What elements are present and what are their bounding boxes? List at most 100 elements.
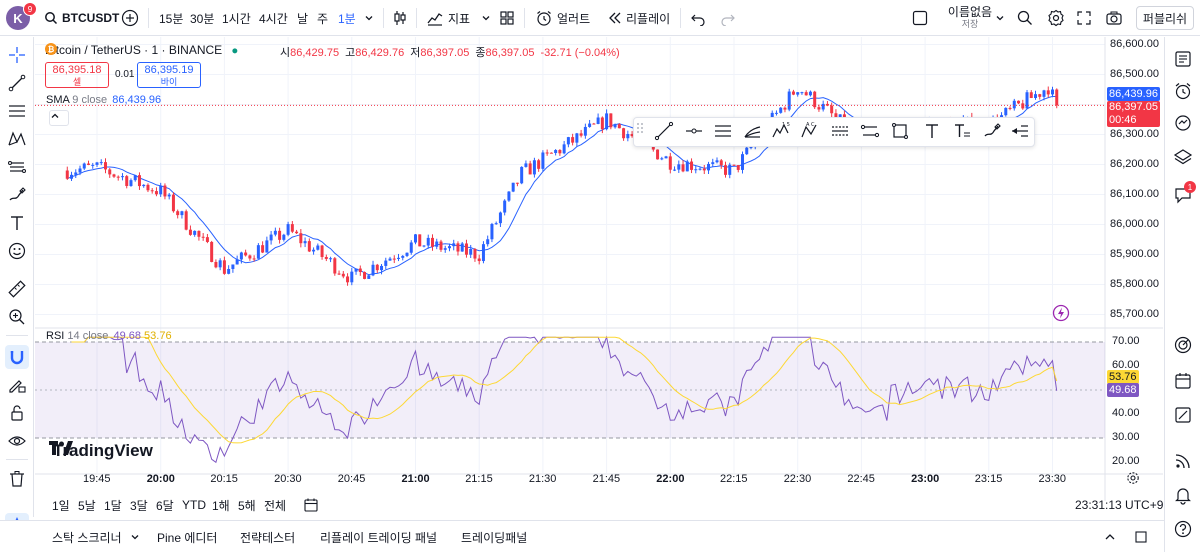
ideas-button[interactable] bbox=[1171, 403, 1195, 427]
range-1m[interactable]: 1달 bbox=[104, 498, 122, 513]
chart-pane[interactable]: ₿ Bitcoin / TetherUS · 1 · BINANCE ● 시86… bbox=[35, 37, 1163, 517]
range-1y[interactable]: 1해 bbox=[212, 498, 230, 513]
lock-tool[interactable] bbox=[5, 401, 29, 425]
draw-abcd-pattern[interactable]: A C bbox=[800, 121, 824, 145]
draw-elliott-wave[interactable]: 1 5 bbox=[771, 121, 795, 145]
settings-button[interactable] bbox=[1047, 0, 1065, 36]
redo-button[interactable] bbox=[720, 0, 736, 36]
measure-tool[interactable] bbox=[5, 277, 29, 301]
range-5y[interactable]: 5해 bbox=[238, 498, 256, 513]
object-tree-button[interactable] bbox=[1171, 145, 1195, 169]
interval-1h[interactable]: 1시간 bbox=[222, 11, 251, 26]
drag-handle[interactable] bbox=[636, 121, 646, 145]
publish-button[interactable]: 퍼블리쉬 bbox=[1136, 6, 1194, 30]
draw-fib-fan[interactable] bbox=[742, 121, 766, 145]
interval-30m[interactable]: 30분 bbox=[190, 11, 215, 26]
tab-screener-dropdown[interactable] bbox=[130, 521, 140, 552]
tab-pine-editor[interactable]: Pine 에디터 bbox=[157, 530, 218, 545]
candle-body bbox=[626, 134, 630, 139]
collapse-legend-button[interactable] bbox=[49, 110, 69, 126]
help-button[interactable] bbox=[1171, 517, 1195, 541]
interval-1m[interactable]: 1분 bbox=[338, 11, 356, 26]
rsi-ma-value: 53.76 bbox=[144, 330, 172, 342]
alert-button[interactable]: 얼러트 bbox=[535, 0, 590, 36]
draw-text[interactable] bbox=[922, 121, 946, 145]
crosshair-tool[interactable] bbox=[5, 43, 29, 67]
trend-line-tool[interactable] bbox=[5, 71, 29, 95]
draw-long-position[interactable] bbox=[830, 121, 854, 145]
sma-legend[interactable]: SMA 9 close 86,439.96 bbox=[46, 94, 162, 106]
text-tool[interactable] bbox=[5, 211, 29, 235]
candle-body bbox=[740, 154, 744, 170]
replay-button[interactable]: 리플레이 bbox=[606, 0, 670, 36]
chart-canvas[interactable] bbox=[35, 37, 1163, 517]
screener-button[interactable] bbox=[1171, 333, 1195, 357]
layout-dropdown[interactable] bbox=[995, 0, 1005, 36]
delete-tool[interactable] bbox=[5, 467, 29, 491]
candle-body bbox=[239, 252, 243, 260]
range-all[interactable]: 전체 bbox=[264, 498, 287, 513]
indicators-button[interactable]: 지표 bbox=[426, 0, 470, 36]
candle-body bbox=[269, 234, 273, 241]
layout-checkbox[interactable] bbox=[912, 0, 928, 36]
streams-button[interactable] bbox=[1171, 449, 1195, 473]
zoom-tool[interactable] bbox=[5, 305, 29, 329]
range-6m[interactable]: 6달 bbox=[156, 498, 174, 513]
interval-week[interactable]: 주 bbox=[317, 11, 329, 26]
interval-4h[interactable]: 4시간 bbox=[259, 11, 288, 26]
sell-button[interactable]: 86,395.18 셀 bbox=[45, 62, 109, 88]
lock-drawings-pen-tool[interactable] bbox=[5, 373, 29, 397]
fib-tool[interactable] bbox=[5, 99, 29, 123]
notifications-button[interactable] bbox=[1171, 483, 1195, 507]
compare-button[interactable] bbox=[121, 0, 139, 36]
utc-clock[interactable]: 23:31:13 UTC+9 bbox=[1075, 498, 1164, 512]
draw-arrow-marker[interactable] bbox=[1010, 121, 1034, 145]
collapse-panel-button[interactable] bbox=[1104, 521, 1116, 552]
chart-type-button[interactable] bbox=[391, 0, 409, 36]
hide-tool[interactable] bbox=[5, 429, 29, 453]
range-ytd[interactable]: YTD bbox=[182, 498, 206, 512]
range-5d[interactable]: 5날 bbox=[78, 498, 96, 513]
maximize-panel-button[interactable] bbox=[1134, 521, 1148, 552]
watchlist-button[interactable] bbox=[1171, 47, 1195, 71]
draw-parallel-channel[interactable] bbox=[713, 121, 737, 145]
buy-button[interactable]: 86,395.19 바이 bbox=[137, 62, 201, 88]
interval-dropdown[interactable] bbox=[364, 0, 374, 36]
brush-tool[interactable] bbox=[5, 183, 29, 207]
layouts-button[interactable] bbox=[499, 0, 515, 36]
forecast-tool[interactable] bbox=[5, 155, 29, 179]
tab-replay-trading[interactable]: 리플레이 트레이딩 패널 bbox=[320, 530, 438, 545]
calendar-button[interactable] bbox=[1171, 369, 1195, 393]
draw-text-note[interactable] bbox=[952, 121, 976, 145]
candle-body bbox=[1038, 94, 1042, 97]
tab-stock-screener[interactable]: 스탁 스크리너 bbox=[52, 530, 122, 545]
rsi-legend[interactable]: RSI 14 close 49.68 53.76 bbox=[46, 330, 172, 342]
goto-date-button[interactable] bbox=[303, 494, 319, 516]
symbol-search[interactable]: BTCUSDT bbox=[44, 0, 119, 36]
rsi-tick-label: 30.00 bbox=[1112, 431, 1140, 443]
tab-strategy-tester[interactable]: 전략테스터 bbox=[240, 530, 296, 545]
indicators-dropdown[interactable] bbox=[481, 0, 491, 36]
quick-search-button[interactable] bbox=[1016, 0, 1034, 36]
fullscreen-button[interactable] bbox=[1076, 0, 1092, 36]
draw-brush[interactable] bbox=[982, 121, 1006, 145]
range-1d[interactable]: 1일 bbox=[52, 498, 70, 513]
draw-trend-line[interactable] bbox=[654, 121, 678, 145]
magnet-tool[interactable] bbox=[5, 345, 29, 369]
alerts-panel-button[interactable] bbox=[1171, 79, 1195, 103]
candle-body bbox=[477, 258, 481, 262]
data-window-button[interactable] bbox=[1171, 111, 1195, 135]
layout-name-button[interactable]: 이름없음 저장 bbox=[940, 6, 1000, 30]
gear-icon bbox=[1127, 472, 1139, 484]
snapshot-button[interactable] bbox=[1105, 0, 1123, 36]
undo-button[interactable] bbox=[690, 0, 706, 36]
tab-trading-panel[interactable]: 트레이딩패널 bbox=[461, 530, 528, 545]
range-3m[interactable]: 3달 bbox=[130, 498, 148, 513]
emoji-tool[interactable] bbox=[5, 239, 29, 263]
interval-day[interactable]: 날 bbox=[297, 11, 309, 26]
interval-15m[interactable]: 15분 bbox=[159, 11, 184, 26]
draw-horizontal-ray[interactable] bbox=[684, 121, 708, 145]
draw-rectangle[interactable] bbox=[890, 121, 914, 145]
pattern-tool[interactable] bbox=[5, 127, 29, 151]
draw-forecast[interactable] bbox=[860, 121, 884, 145]
